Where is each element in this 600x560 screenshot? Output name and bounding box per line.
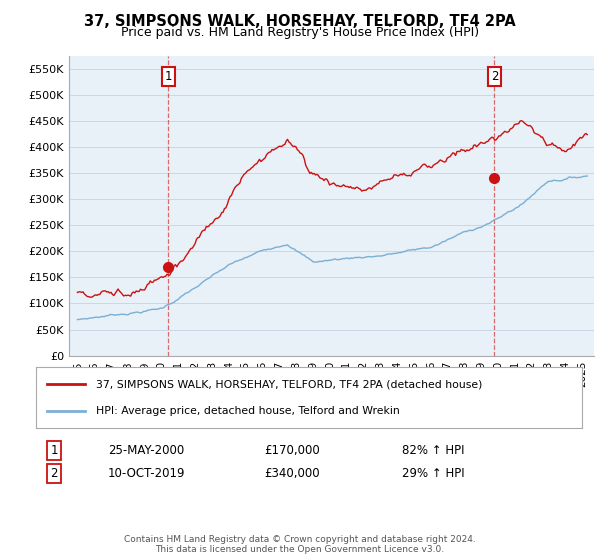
Text: 37, SIMPSONS WALK, HORSEHAY, TELFORD, TF4 2PA (detached house): 37, SIMPSONS WALK, HORSEHAY, TELFORD, TF… (96, 379, 482, 389)
Text: 2: 2 (491, 71, 498, 83)
Text: 10-OCT-2019: 10-OCT-2019 (108, 466, 185, 480)
Text: 2: 2 (50, 466, 58, 480)
Text: £170,000: £170,000 (264, 444, 320, 458)
Text: Contains HM Land Registry data © Crown copyright and database right 2024.
This d: Contains HM Land Registry data © Crown c… (124, 535, 476, 554)
Text: £340,000: £340,000 (264, 466, 320, 480)
Text: 29% ↑ HPI: 29% ↑ HPI (402, 466, 464, 480)
Text: 37, SIMPSONS WALK, HORSEHAY, TELFORD, TF4 2PA: 37, SIMPSONS WALK, HORSEHAY, TELFORD, TF… (84, 14, 516, 29)
Text: 25-MAY-2000: 25-MAY-2000 (108, 444, 184, 458)
Text: HPI: Average price, detached house, Telford and Wrekin: HPI: Average price, detached house, Telf… (96, 406, 400, 416)
Text: 1: 1 (50, 444, 58, 458)
Text: Price paid vs. HM Land Registry's House Price Index (HPI): Price paid vs. HM Land Registry's House … (121, 26, 479, 39)
Text: 1: 1 (164, 71, 172, 83)
Text: 82% ↑ HPI: 82% ↑ HPI (402, 444, 464, 458)
